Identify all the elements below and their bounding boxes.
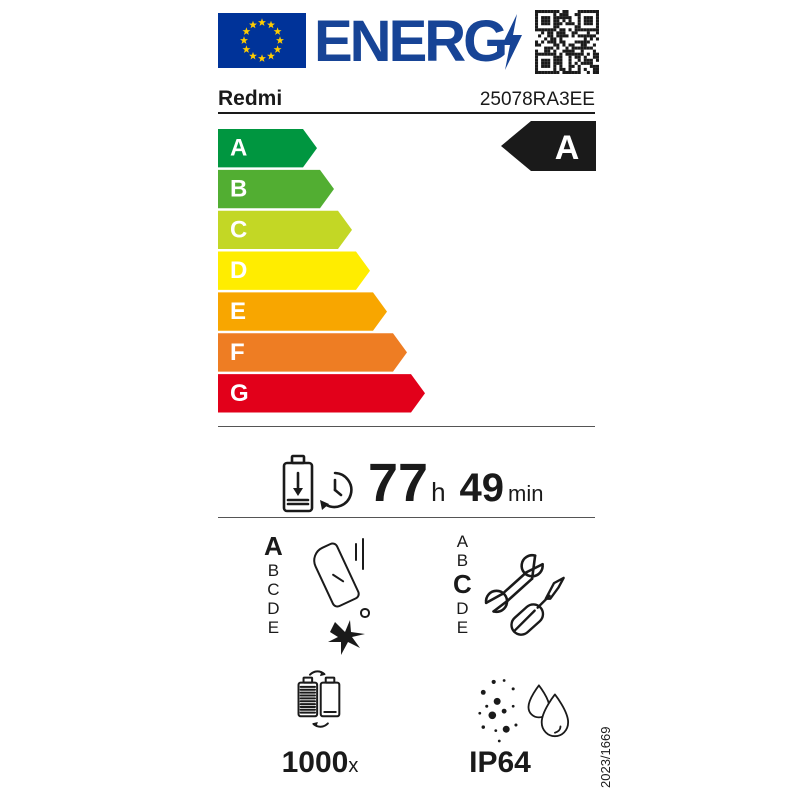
svg-text:A: A — [230, 135, 247, 162]
svg-text:C: C — [230, 216, 247, 243]
svg-text:A: A — [555, 129, 580, 167]
svg-text:F: F — [230, 339, 245, 366]
svg-text:B: B — [230, 176, 247, 203]
svg-text:E: E — [230, 298, 246, 325]
svg-text:D: D — [230, 257, 247, 284]
svg-text:G: G — [230, 380, 249, 407]
